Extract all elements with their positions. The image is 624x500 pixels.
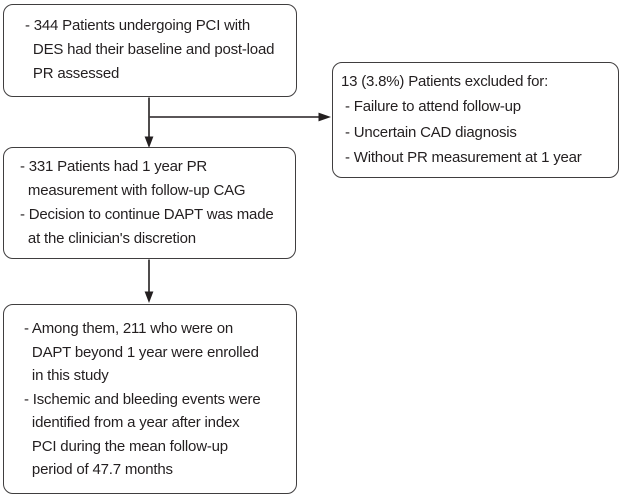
- arrow-to-exclusion-icon: [149, 112, 331, 122]
- text-line: PCI during the mean follow-up: [24, 437, 228, 455]
- text-line: PR assessed: [25, 65, 120, 82]
- arrow-top-to-middle-icon: [144, 97, 154, 148]
- text-line: DES had their baseline and post-load: [25, 41, 275, 58]
- text-line: at the clinician's discretion: [20, 230, 196, 247]
- text-line: - Without PR measurement at 1 year: [341, 148, 582, 166]
- text-line: measurement with follow-up CAG: [20, 182, 246, 199]
- flow-box-excluded: 13 (3.8%) Patients excluded for: - Failu…: [332, 62, 619, 178]
- text-line: - Decision to continue DAPT was made: [20, 206, 274, 223]
- text-line: - 331 Patients had 1 year PR: [20, 158, 208, 175]
- text-line: 13 (3.8%) Patients excluded for:: [341, 73, 549, 90]
- text-line: - Among them, 211 who were on: [24, 320, 234, 337]
- text-line: DAPT beyond 1 year were enrolled: [24, 343, 259, 361]
- text-line: in this study: [24, 367, 109, 384]
- text-line: - Ischemic and bleeding events were: [24, 390, 261, 408]
- arrow-middle-to-bottom-icon: [144, 259, 154, 303]
- text-line: period of 47.7 months: [24, 461, 173, 478]
- text-line: - 344 Patients undergoing PCI with: [25, 17, 251, 34]
- text-line: - Uncertain CAD diagnosis: [341, 123, 517, 141]
- text-line: - Failure to attend follow-up: [341, 98, 521, 116]
- flow-box-final-cohort: - Among them, 211 who were on DAPT beyon…: [3, 304, 297, 494]
- flow-box-one-year-followup: - 331 Patients had 1 year PR measurement…: [3, 147, 296, 259]
- flow-box-enrollment: - 344 Patients undergoing PCI with DES h…: [3, 4, 297, 97]
- text-line: identified from a year after index: [24, 414, 240, 431]
